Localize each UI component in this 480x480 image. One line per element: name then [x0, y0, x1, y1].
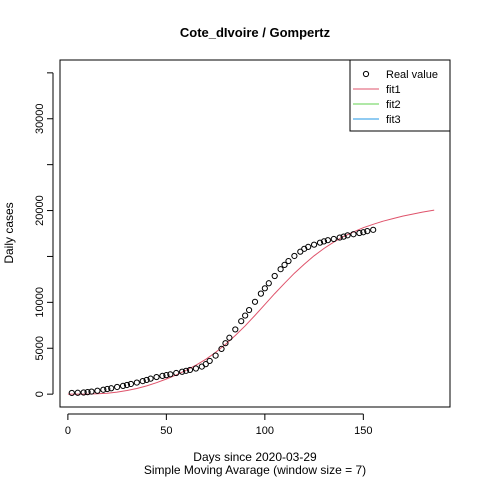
data-point	[192, 365, 200, 372]
data-point	[108, 385, 115, 392]
x-axis: 0 50 100 150	[65, 413, 373, 437]
data-point	[139, 378, 146, 385]
data-point	[285, 257, 292, 265]
data-point	[94, 387, 101, 394]
data-point	[68, 389, 75, 397]
data-point	[232, 326, 239, 333]
data-point	[226, 334, 233, 341]
data-point	[119, 382, 127, 389]
data-point	[257, 290, 265, 297]
data-point	[147, 375, 154, 382]
data-point	[291, 252, 298, 260]
data-point	[370, 226, 377, 233]
data-point	[222, 340, 229, 347]
data-point	[127, 380, 135, 388]
y-axis-label: Daily cases	[2, 202, 16, 263]
data-point	[123, 381, 131, 389]
x-tick-label: 0	[65, 425, 71, 437]
legend: Real value fit1 fit2 fit3	[349, 59, 451, 132]
data-point	[238, 318, 245, 325]
data-point	[340, 233, 347, 240]
data-point	[212, 352, 219, 359]
data-point	[173, 369, 180, 377]
data-point	[182, 367, 190, 374]
data-point	[261, 285, 268, 292]
chart-subtitle: Simple Moving Avarage (window size = 7)	[144, 463, 366, 477]
data-point	[242, 312, 249, 319]
data-point	[360, 229, 367, 236]
data-point	[330, 235, 337, 243]
data-point	[88, 388, 95, 395]
data-point	[186, 366, 194, 374]
legend-entry-label: Real value	[386, 69, 438, 81]
data-point	[163, 372, 170, 379]
data-point	[344, 232, 351, 239]
legend-marker-point	[362, 70, 370, 78]
data-point	[143, 376, 150, 384]
data-point	[364, 228, 371, 235]
data-point	[179, 368, 186, 375]
data-point	[310, 241, 318, 248]
x-tick-label: 50	[160, 425, 172, 437]
data-point	[167, 371, 174, 378]
data-point	[350, 231, 357, 238]
plot-area	[67, 209, 435, 397]
y-tick-label: 5000	[34, 336, 46, 360]
data-point	[133, 379, 140, 386]
data-point	[356, 229, 363, 237]
data-point	[277, 266, 284, 273]
y-tick-label: 10000	[34, 287, 46, 318]
data-point	[324, 237, 331, 244]
data-point	[305, 243, 312, 251]
y-tick-label: 30000	[34, 103, 46, 134]
x-axis-label: Days since 2020-03-29	[193, 450, 317, 464]
x-tick-label: 100	[256, 425, 274, 437]
data-point	[281, 261, 288, 268]
y-axis: 0 5000 10000 20000 30000	[34, 72, 54, 397]
plot-frame	[59, 59, 451, 408]
legend-entry-label: fit2	[386, 99, 401, 111]
data-point	[100, 386, 107, 393]
data-point	[104, 385, 111, 393]
data-point	[320, 238, 328, 245]
data-point	[74, 389, 81, 396]
data-point	[336, 234, 343, 241]
data-point	[159, 372, 166, 379]
data-point	[114, 383, 121, 391]
x-tick-label: 150	[354, 425, 372, 437]
data-point	[153, 373, 160, 381]
data-point	[84, 389, 91, 396]
data-point	[206, 357, 213, 365]
data-point	[297, 248, 304, 255]
data-point	[271, 272, 278, 280]
data-point	[251, 298, 259, 305]
series-fit1-line	[67, 209, 435, 395]
chart-title: Cote_dIvoire / Gompertz	[180, 25, 331, 40]
data-point	[316, 239, 324, 246]
legend-entry-label: fit1	[386, 84, 401, 96]
data-point	[245, 306, 253, 314]
y-tick-label: 0	[34, 391, 46, 397]
data-point	[218, 345, 225, 352]
data-point	[265, 280, 272, 287]
legend-entry-label: fit3	[386, 114, 401, 126]
data-point	[202, 361, 209, 368]
y-tick-label: 20000	[34, 195, 46, 226]
data-point	[80, 389, 87, 396]
